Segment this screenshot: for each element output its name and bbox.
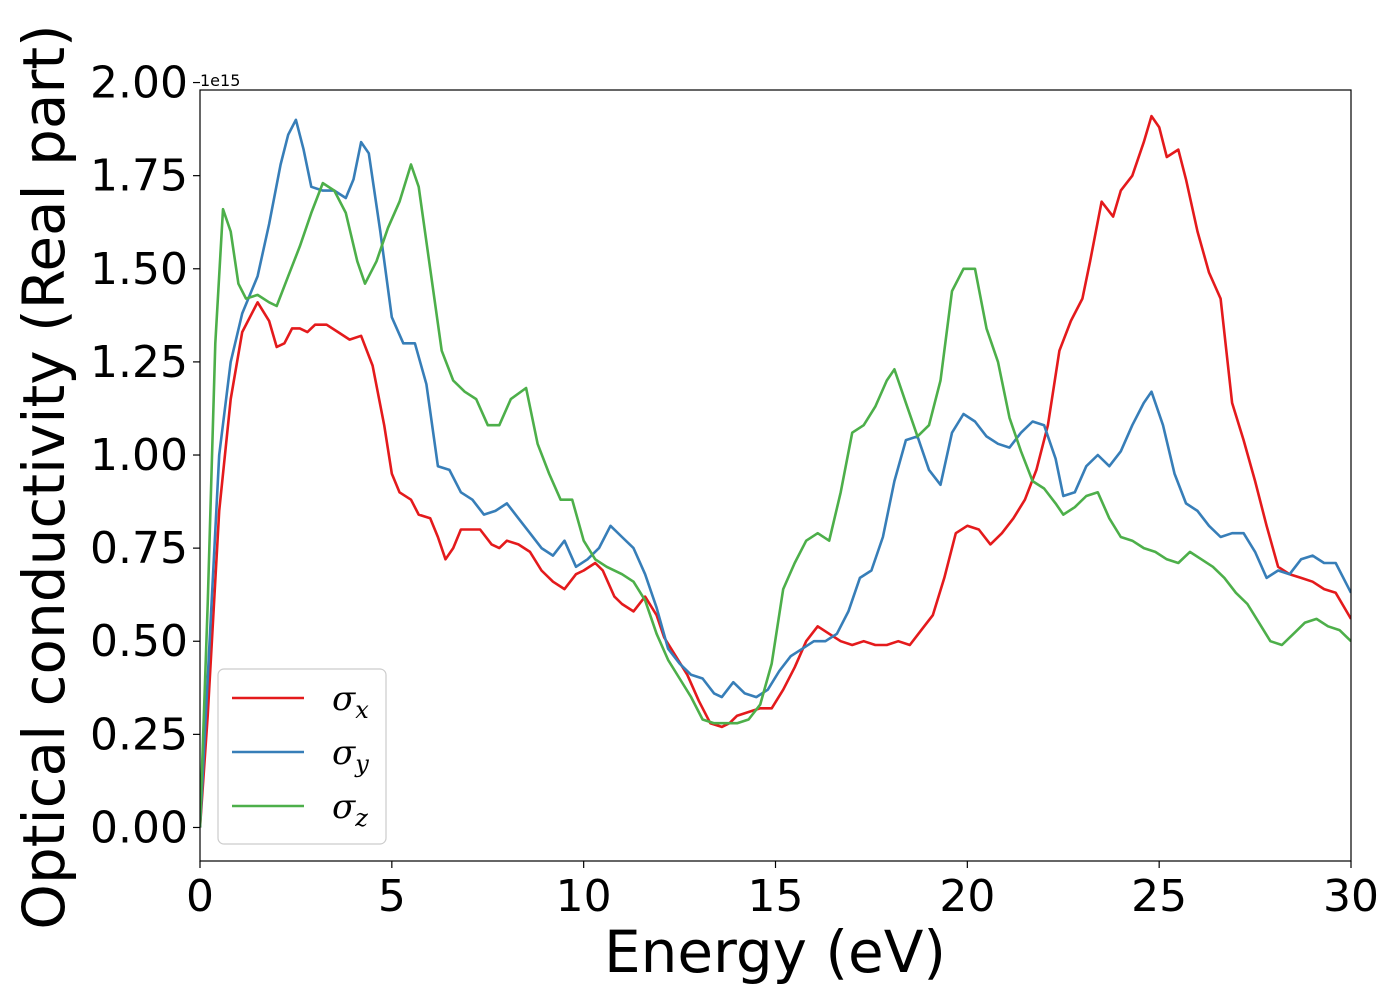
x-tick-label: 0	[186, 871, 214, 922]
x-tick-label: 25	[1131, 871, 1187, 922]
series-layer	[200, 114, 1351, 828]
x-tick-label: 10	[556, 871, 612, 922]
y-axis-multiplier: 1e15	[200, 71, 240, 90]
series-line-z	[200, 163, 1351, 828]
x-tick-label: 15	[748, 871, 804, 922]
x-axis-ticks: 0 5 10 15 20 25 30	[186, 861, 1379, 922]
y-tick-label: 2.00	[90, 58, 188, 109]
x-axis-label: Energy (eV)	[604, 918, 946, 986]
y-tick-label: 0.00	[90, 802, 188, 853]
x-tick-label: 5	[378, 871, 406, 922]
legend-frame	[217, 668, 387, 845]
y-tick-label: 0.50	[90, 616, 188, 667]
x-tick-label: 20	[939, 871, 995, 922]
y-tick-label: 1.00	[90, 430, 188, 481]
y-axis-ticks: 0.00 0.25 0.50 0.75 1.00 1.25 1.50 1.75 2.00	[90, 58, 200, 853]
y-axis-label: Optical conductivity (Real part)	[10, 24, 78, 929]
y-tick-label: 0.25	[90, 709, 188, 760]
y-tick-label: 1.50	[90, 244, 188, 295]
series-line-x	[200, 114, 1351, 828]
y-tick-label: 0.75	[90, 523, 188, 574]
y-tick-label: 1.75	[90, 151, 188, 202]
y-tick-label: 1.25	[90, 337, 188, 388]
x-tick-label: 30	[1323, 871, 1379, 922]
